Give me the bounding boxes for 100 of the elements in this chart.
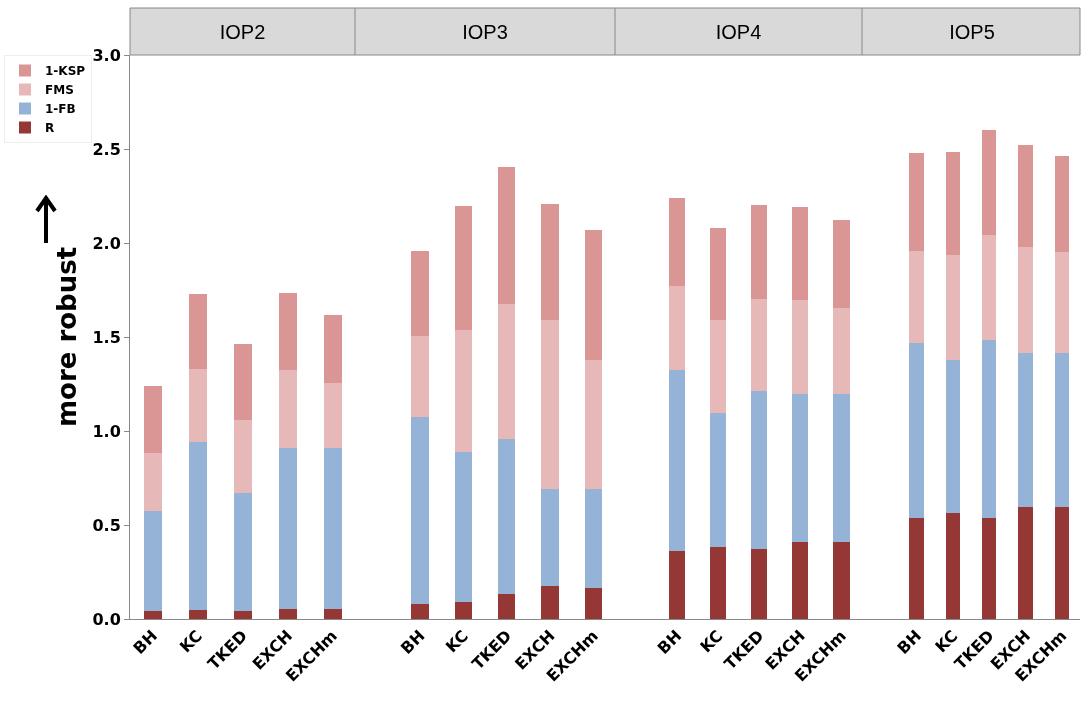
bar — [668, 286, 685, 370]
bar — [909, 518, 924, 619]
x-tick-label: BH — [129, 626, 161, 658]
y-tick-label: 2.5 — [92, 139, 121, 159]
legend-label: 1-KSP — [45, 64, 86, 79]
bar — [709, 413, 727, 547]
y-tick-label: 0.5 — [92, 515, 121, 535]
bar — [454, 602, 472, 619]
bar — [233, 343, 252, 420]
bar — [945, 255, 961, 360]
bar — [1054, 155, 1070, 253]
bar — [981, 339, 997, 519]
bar — [1018, 246, 1033, 353]
bar — [233, 419, 252, 494]
bar — [945, 359, 961, 513]
chart-title: IOP3 — [462, 21, 508, 43]
bar — [278, 369, 297, 448]
bar — [188, 368, 207, 443]
bar — [750, 390, 768, 549]
bar — [909, 152, 924, 251]
bar — [833, 307, 850, 395]
bar — [411, 603, 429, 619]
bar — [1018, 145, 1033, 247]
bar — [668, 197, 685, 287]
y-tick-label: 2.0 — [92, 233, 121, 253]
bar — [981, 130, 997, 236]
bar — [498, 166, 516, 305]
bar — [709, 320, 727, 414]
legend-label: FMS — [45, 83, 74, 98]
bar — [668, 369, 685, 552]
bar — [981, 518, 997, 619]
bar — [411, 336, 429, 417]
chart-title: IOP5 — [949, 21, 995, 43]
bar — [945, 151, 961, 256]
bar — [909, 250, 924, 343]
bar — [498, 438, 516, 594]
bar — [584, 359, 602, 490]
bar — [143, 510, 162, 612]
bar — [323, 608, 342, 619]
bar — [541, 320, 559, 490]
chart-title: IOP2 — [219, 21, 266, 43]
bar — [541, 586, 559, 619]
bar — [584, 229, 602, 360]
bar — [323, 447, 342, 609]
legend-label: 1-FB — [45, 102, 76, 117]
y-axis-title: more robust — [51, 246, 82, 428]
bar — [584, 489, 602, 588]
bar — [750, 548, 768, 619]
bar — [792, 394, 809, 542]
x-tick-label: KC — [175, 626, 206, 657]
bar — [1054, 352, 1070, 508]
bar — [278, 292, 297, 370]
bar — [143, 611, 162, 619]
bar — [541, 203, 559, 321]
bar — [411, 416, 429, 604]
x-tick-label: BH — [893, 626, 925, 658]
bar — [709, 546, 727, 619]
bar — [1054, 252, 1070, 353]
bar — [668, 551, 685, 619]
bar — [833, 541, 850, 619]
bar — [498, 593, 516, 619]
bar — [750, 299, 768, 391]
bar — [1018, 352, 1033, 508]
bar — [833, 219, 850, 308]
bar — [454, 330, 472, 452]
bar — [792, 300, 809, 395]
bar — [909, 342, 924, 519]
bar — [143, 452, 162, 511]
bar — [541, 489, 559, 587]
x-tick-label: BH — [653, 626, 686, 658]
bar — [143, 385, 162, 453]
bar — [454, 451, 472, 603]
bar — [233, 493, 252, 611]
bar — [498, 304, 516, 439]
bar — [792, 207, 809, 301]
x-tick-label: BH — [396, 626, 429, 658]
y-tick-label: 0.0 — [92, 609, 121, 629]
bar — [188, 293, 207, 369]
bar — [584, 587, 602, 619]
bar — [709, 227, 727, 321]
bar — [323, 315, 342, 384]
bar — [278, 608, 297, 619]
bar — [945, 512, 961, 619]
legend-label: R — [45, 121, 55, 136]
bar — [981, 235, 997, 340]
x-tick-label: KC — [696, 626, 727, 657]
bar — [411, 251, 429, 337]
bar — [792, 541, 809, 619]
bar — [188, 609, 207, 619]
y-tick-label: 3.0 — [92, 45, 121, 65]
bar — [1018, 507, 1033, 619]
bar — [278, 447, 297, 609]
chart-title: IOP4 — [715, 21, 762, 43]
bar — [233, 610, 252, 619]
bar — [323, 383, 342, 448]
bar — [454, 206, 472, 331]
bar — [833, 394, 850, 542]
y-tick-label: 1.0 — [92, 421, 121, 441]
x-tick-label: KC — [441, 626, 472, 657]
bar — [1054, 507, 1070, 619]
